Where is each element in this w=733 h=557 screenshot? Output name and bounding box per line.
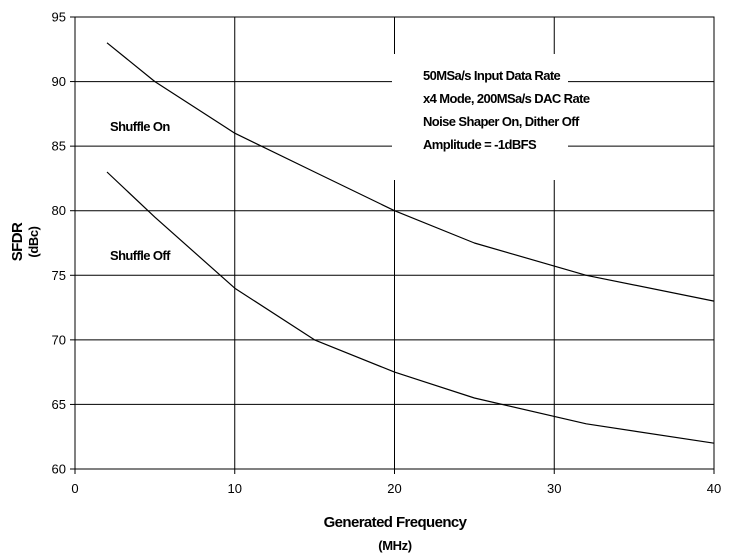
y-tick-label: 80 (52, 203, 66, 218)
annotation-line-2: x4 Mode, 200MSa/s DAC Rate (423, 91, 590, 106)
x-tick-label: 20 (387, 481, 401, 496)
series-line-shuffle-on (106, 42, 715, 302)
x-tick-label: 0 (71, 481, 78, 496)
annotation-line-3: Noise Shaper On, Dither Off (423, 114, 580, 129)
x-tick-label: 30 (547, 481, 561, 496)
annotation-line-4: Amplitude = -1dBFS (423, 137, 537, 152)
series-lines (106, 42, 715, 444)
series-label-shuffle-on: Shuffle On (110, 119, 170, 134)
series-label-shuffle-off: Shuffle Off (110, 248, 171, 263)
x-tick-label: 10 (228, 481, 242, 496)
x-axis-unit: (MHz) (378, 538, 411, 553)
annotation-box (392, 54, 568, 180)
y-axis-title: SFDR (9, 222, 26, 261)
series-line-shuffle-off (106, 171, 715, 444)
y-tick-label: 65 (52, 397, 66, 412)
y-tick-label: 90 (52, 74, 66, 89)
plot-frame (74, 16, 715, 470)
x-tick-labels: 0 10 20 30 40 (71, 481, 721, 496)
y-axis-unit: (dBc) (26, 226, 41, 257)
y-tick-label: 70 (52, 332, 66, 347)
x-tick-label: 40 (707, 481, 721, 496)
y-tick-label: 95 (52, 10, 66, 25)
x-axis-title: Generated Frequency (324, 514, 468, 531)
y-tick-label: 60 (52, 462, 66, 477)
y-tick-label: 75 (52, 268, 66, 283)
y-tick-labels: 60 65 70 75 80 85 90 95 (52, 10, 66, 477)
y-tick-label: 85 (52, 139, 66, 154)
annotation-line-1: 50MSa/s Input Data Rate (423, 68, 561, 83)
